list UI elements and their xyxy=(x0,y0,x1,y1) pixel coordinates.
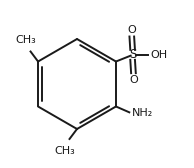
Text: O: O xyxy=(129,75,138,85)
Text: S: S xyxy=(129,48,136,61)
Text: NH₂: NH₂ xyxy=(132,108,153,118)
Text: O: O xyxy=(127,25,136,35)
Text: CH₃: CH₃ xyxy=(15,35,36,45)
Text: CH₃: CH₃ xyxy=(54,146,75,156)
Text: OH: OH xyxy=(150,50,167,60)
